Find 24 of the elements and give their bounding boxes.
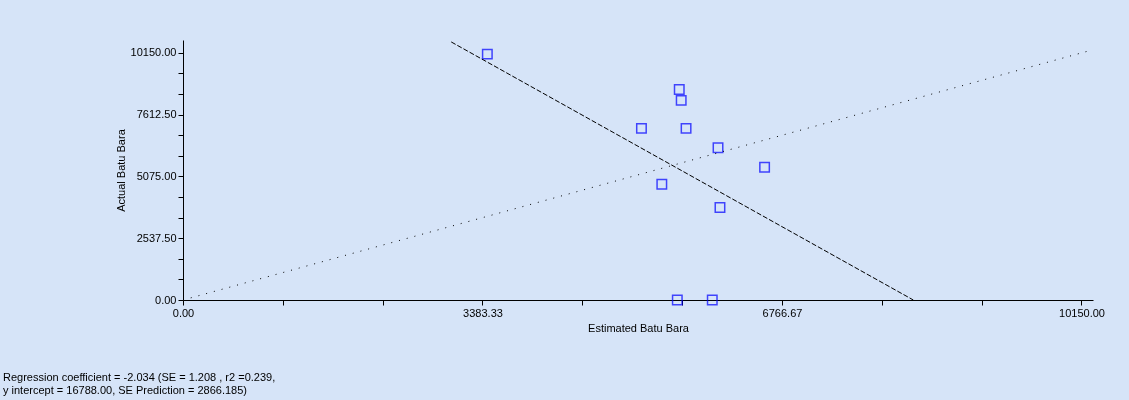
text: Regression coefficient = -2.034 (SE = 1.208 , r2 =0.239, — [3, 371, 276, 383]
point — [706, 294, 718, 306]
y-tick-label: 0.00 — [155, 293, 177, 306]
point — [714, 202, 726, 213]
y-tick-label: 5075.00 — [136, 169, 177, 182]
y-tick-label: 10150.00 — [130, 46, 177, 59]
x-tick-label: 6766.67 — [762, 306, 803, 319]
x-tick-label: 3383.33 — [463, 306, 503, 319]
y-tick-label: 2537.50 — [136, 231, 177, 244]
x-tick-label: 10150.00 — [1059, 306, 1105, 319]
point — [759, 161, 771, 173]
x-axis-title: Estimated Batu Bara — [588, 321, 690, 334]
x-tick-label: 0.00 — [172, 306, 195, 319]
point — [673, 83, 685, 95]
point — [675, 94, 687, 106]
point — [712, 142, 724, 154]
point — [671, 294, 683, 306]
y-axis-title: Actual Batu Bara — [114, 128, 127, 212]
point — [656, 178, 668, 190]
point — [680, 122, 692, 134]
y-tick-label: 7612.50 — [136, 108, 177, 121]
point — [481, 48, 493, 60]
point — [635, 122, 647, 134]
text: y intercept = 16788.00, SE Prediction = 2866.185) — [3, 384, 247, 396]
